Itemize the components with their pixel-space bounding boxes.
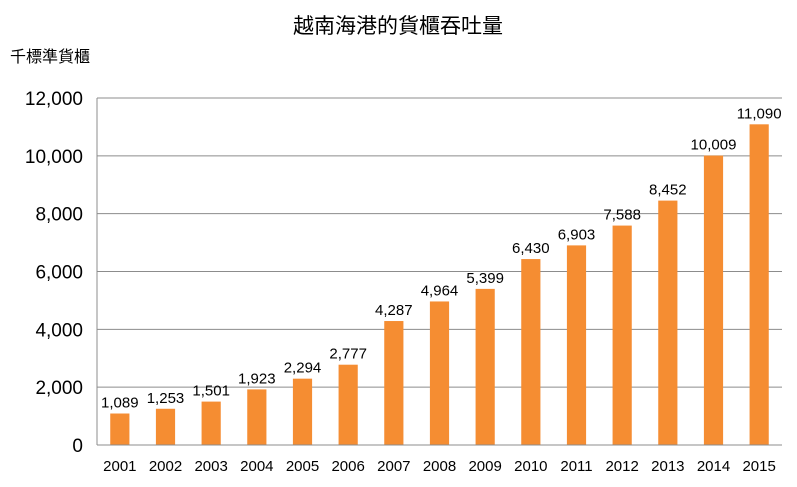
x-tick-label: 2012 (605, 458, 638, 475)
y-tick-label: 0 (72, 436, 83, 457)
bar (155, 408, 176, 445)
y-tick-label: 4,000 (35, 320, 83, 341)
bar (749, 124, 769, 446)
bar (429, 301, 450, 445)
value-label: 7,588 (603, 207, 641, 224)
bar (658, 200, 678, 445)
value-label: 4,287 (375, 302, 413, 319)
value-label: 1,501 (192, 383, 230, 400)
x-tick-label: 2001 (103, 458, 136, 475)
value-label: 11,090 (737, 105, 782, 122)
bar (521, 259, 541, 445)
x-tick-label: 2006 (331, 458, 364, 475)
value-label: 1,253 (147, 390, 185, 407)
x-tick-label: 2002 (149, 458, 182, 475)
x-tick-label: 2011 (560, 458, 592, 475)
bar (247, 389, 267, 445)
value-label: 10,009 (691, 137, 737, 154)
y-axis-label: 千標準貨櫃 (10, 48, 90, 66)
bar (703, 155, 724, 445)
y-tick-label: 2,000 (35, 378, 83, 399)
value-labels: 1,089 1,253 1,501 1,923 2,294 2,777 4,287 4,964… (101, 105, 781, 411)
value-label: 2,777 (329, 346, 367, 363)
bar (292, 378, 313, 445)
x-tick-label: 2015 (742, 458, 775, 475)
bar (612, 225, 632, 445)
value-label: 5,399 (466, 270, 504, 287)
bar (566, 245, 587, 445)
x-tick-label: 2004 (240, 458, 273, 475)
value-label: 2,294 (284, 360, 322, 377)
y-tick-label: 12,000 (25, 89, 83, 110)
x-tick-label: 2003 (194, 458, 227, 475)
bar (338, 364, 358, 445)
value-label: 1,089 (101, 395, 139, 412)
chart-title: 越南海港的貨櫃吞吐量 (293, 15, 503, 38)
y-tick-labels: 0 2,000 4,000 6,000 8,000 10,000 12,000 (25, 89, 83, 457)
value-label: 8,452 (649, 182, 687, 199)
x-tick-label: 2010 (514, 458, 547, 475)
y-tick-label: 8,000 (35, 205, 83, 226)
x-tick-label: 2014 (697, 458, 730, 475)
value-label: 6,430 (512, 240, 550, 257)
value-label: 1,923 (238, 370, 276, 387)
value-label: 6,903 (558, 226, 596, 243)
bars (110, 124, 769, 446)
x-tick-label: 2013 (651, 458, 684, 475)
bar (110, 413, 130, 445)
x-tick-label: 2005 (286, 458, 319, 475)
bar (201, 401, 221, 445)
bar (384, 321, 404, 445)
x-tick-labels: 2001 2002 2003 2004 2005 2006 2007 2008 2009 2010… (103, 458, 776, 475)
y-tick-label: 6,000 (35, 263, 83, 284)
value-label: 4,964 (421, 282, 459, 299)
x-tick-label: 2008 (423, 458, 456, 475)
bar (475, 288, 495, 445)
x-tick-label: 2009 (468, 458, 501, 475)
y-tick-label: 10,000 (25, 147, 83, 168)
x-tick-label: 2007 (377, 458, 410, 475)
